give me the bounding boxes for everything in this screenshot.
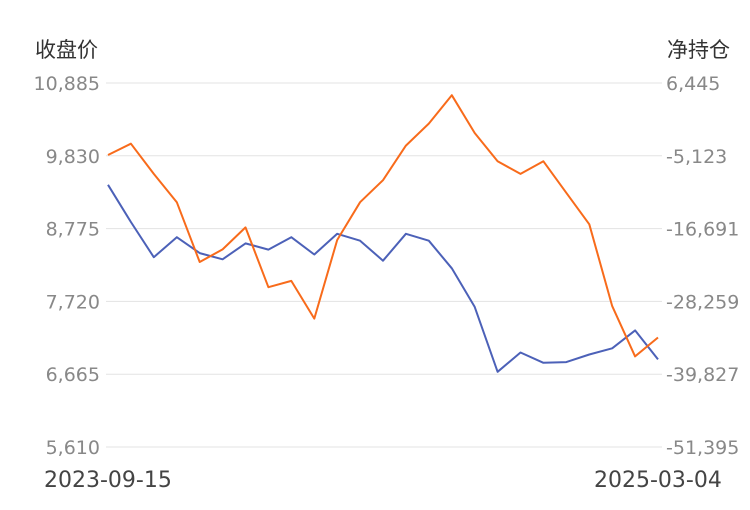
right-axis-tick-label: -51,395: [666, 437, 739, 459]
right-axis-tick-label: -5,123: [666, 146, 727, 168]
gridlines: [106, 82, 662, 448]
left-axis-title: 收盘价: [35, 38, 98, 62]
series-lines: [107, 94, 659, 373]
left-axis-tick-label: 6,665: [46, 364, 100, 386]
left-axis-ticks: 10,885 9,830 8,775 7,720 6,665 5,610: [34, 73, 100, 459]
x-axis-start-label: 2023-09-15: [44, 468, 172, 493]
right-axis-tick-label: -28,259: [666, 291, 739, 313]
series-line-close-price: [107, 184, 659, 373]
left-axis-tick-label: 8,775: [46, 219, 100, 241]
right-axis-tick-label: 6,445: [666, 73, 720, 95]
series-line-net-position: [107, 94, 659, 358]
x-axis-end-label: 2025-03-04: [594, 468, 722, 493]
right-axis-ticks: 6,445 -5,123 -16,691 -28,259 -39,827 -51,395: [666, 73, 739, 459]
right-axis-tick-label: -16,691: [666, 219, 739, 241]
left-axis-tick-label: 9,830: [46, 146, 100, 168]
right-axis-tick-label: -39,827: [666, 364, 739, 386]
right-axis-title: 净持仓: [667, 38, 730, 62]
left-axis-tick-label: 7,720: [46, 291, 100, 313]
left-axis-tick-label: 5,610: [46, 437, 100, 459]
left-axis-tick-label: 10,885: [34, 73, 100, 95]
